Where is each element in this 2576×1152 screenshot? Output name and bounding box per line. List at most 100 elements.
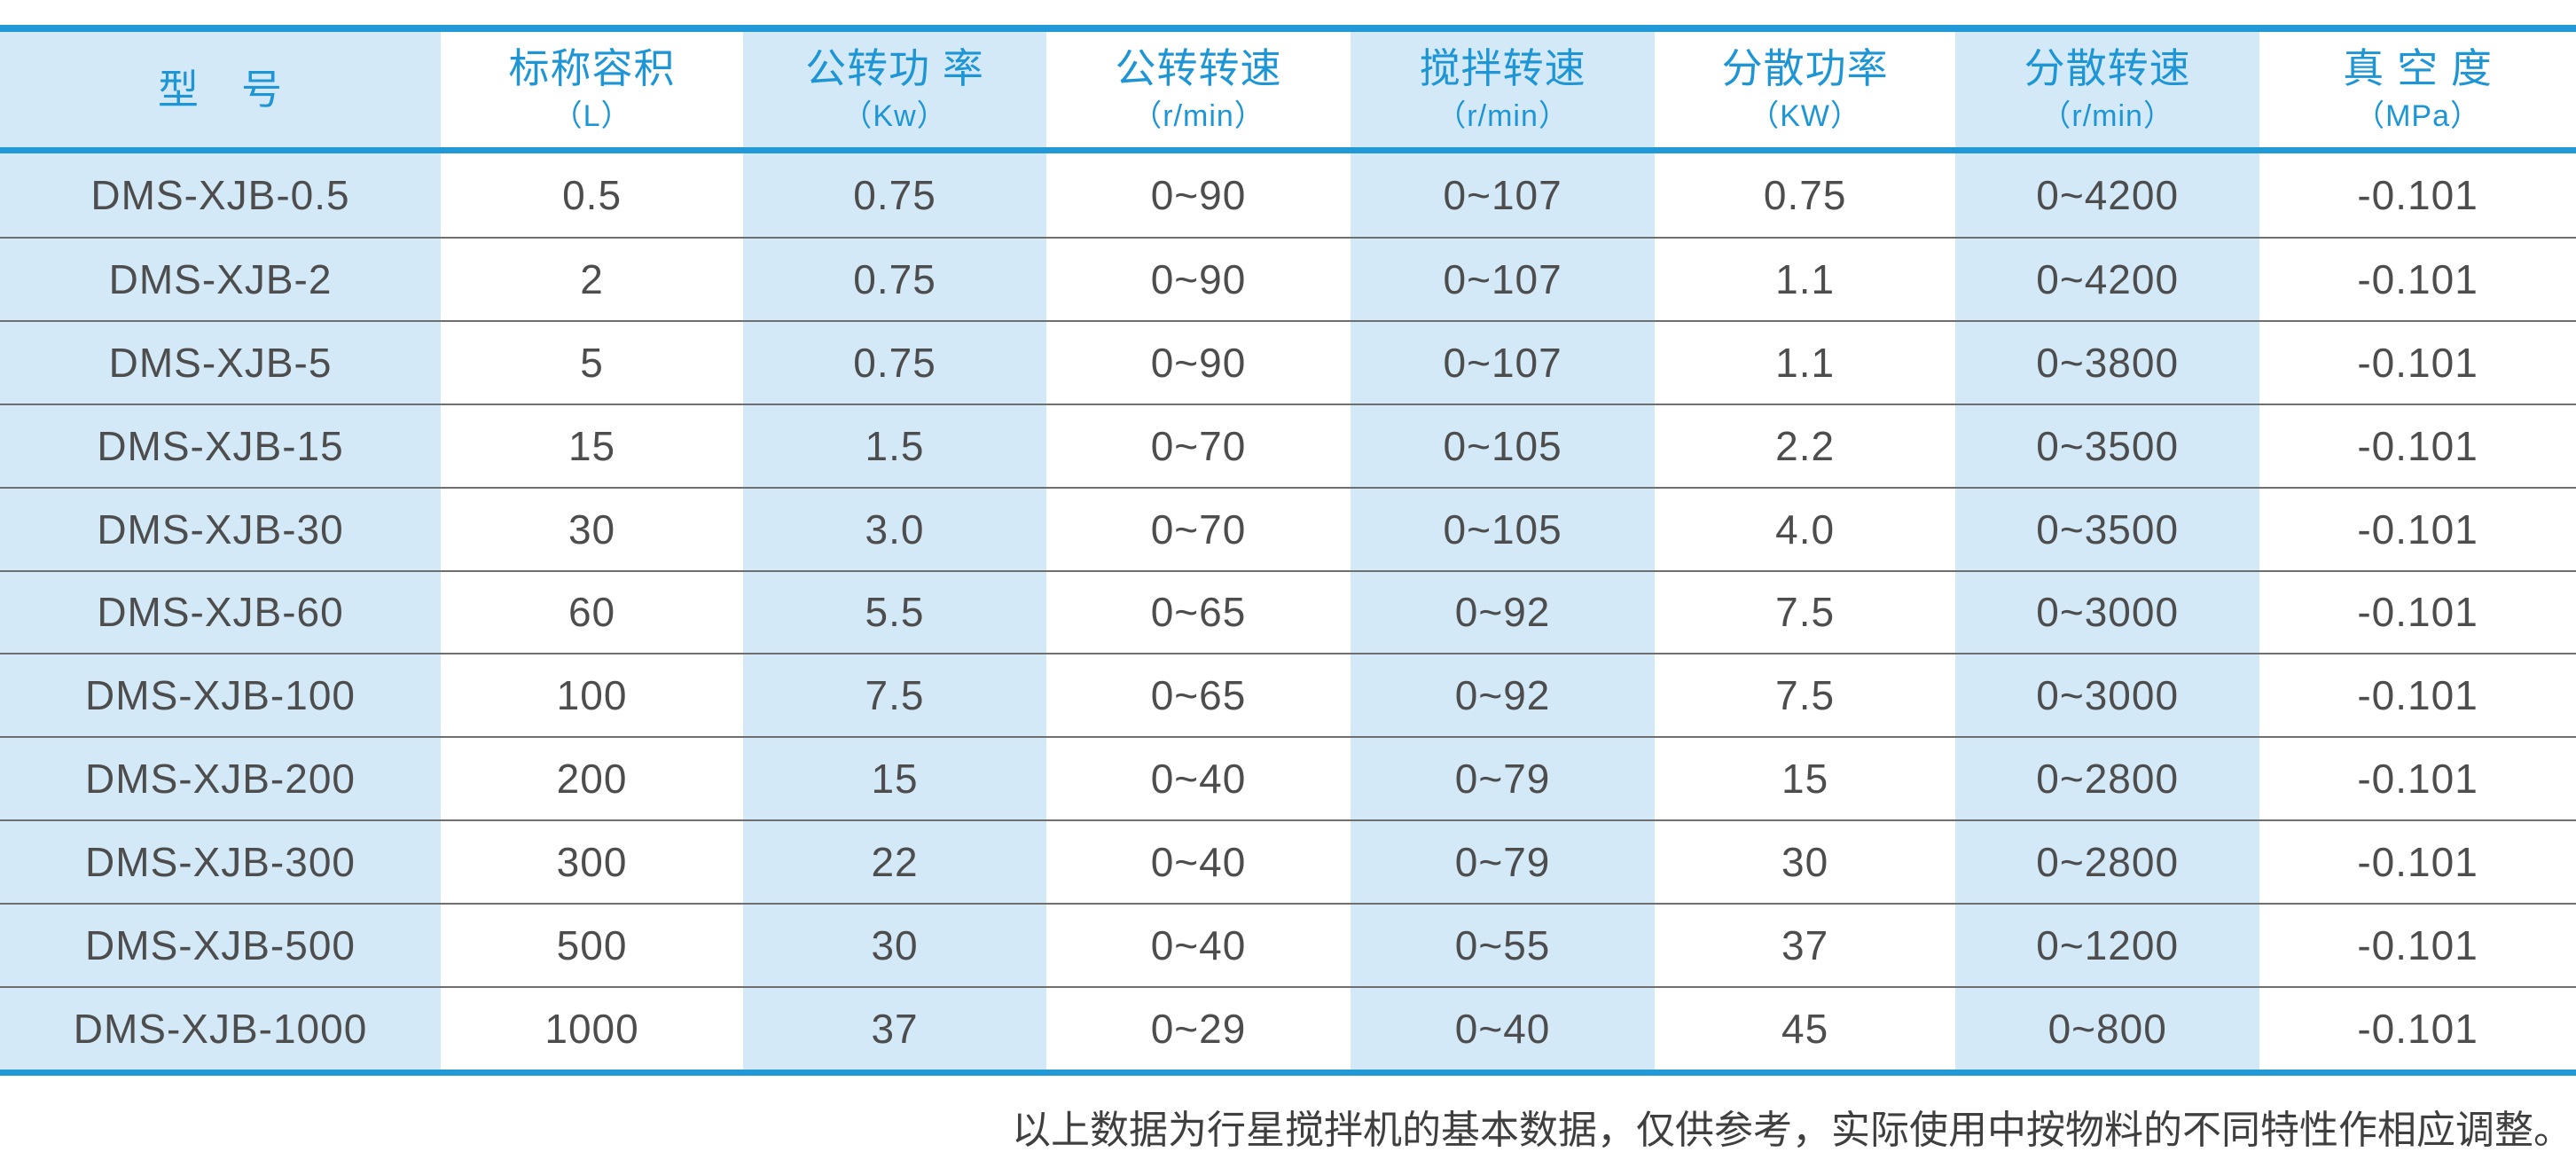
value-cell: 0~3800 [1955,321,2260,404]
value-cell: 0~1200 [1955,905,2260,987]
value-cell: 15 [1781,756,1829,803]
model-cell: DMS-XJB-30 [0,488,442,570]
value-cell: 0~90 [1150,339,1247,386]
value-cell: -0.101 [2357,589,2478,636]
value-cell: 0~800 [1955,988,2260,1070]
value-cell: 0~3000 [1955,571,2260,654]
table-row: DMS-XJB-30 30 3.0 0~70 0~105 4.0 0~3500 -0.101 [0,486,2576,570]
model-cell: DMS-XJB-300 [0,821,442,904]
model-cell: DMS-XJB-200 [0,738,442,820]
value-cell: 3.0 [743,488,1046,570]
value-cell: 2 [580,255,604,302]
header-cell-0: 型 号 [0,32,442,147]
value-cell: 30 [568,505,616,552]
value-cell: 7.5 [1775,589,1836,636]
value-cell: 0~4200 [1955,153,2260,237]
value-cell: 0~65 [1150,672,1247,719]
model-cell: DMS-XJB-1000 [0,988,442,1070]
value-cell: 0~55 [1351,905,1656,987]
value-cell: 0~90 [1150,255,1247,302]
table-header-row: 型 号 标称容积 （L） 公转功 率 （Kw） 公转转速 （r/min） 搅拌转速 （r/min… [0,32,2576,147]
value-cell: -0.101 [2357,1006,2478,1053]
value-cell: 15 [568,422,616,469]
value-cell: 0~40 [1150,756,1247,803]
value-cell: 0~92 [1351,654,1656,737]
value-cell: 0.75 [743,153,1046,237]
value-cell: 0~40 [1150,922,1247,969]
model-cell: DMS-XJB-60 [0,571,442,654]
value-cell: 0~105 [1351,488,1656,570]
value-cell: 100 [556,672,628,719]
value-cell: -0.101 [2357,922,2478,969]
value-cell: 7.5 [743,654,1046,737]
table-row: DMS-XJB-200 200 15 0~40 0~79 15 0~2800 -0.101 [0,736,2576,820]
value-cell: 60 [568,589,616,636]
header-label: 搅拌转速 [1419,45,1586,91]
model-cell: DMS-XJB-100 [0,654,442,737]
table-top-border [0,25,2576,32]
value-cell: 0.75 [743,321,1046,404]
header-label: 型 号 [158,66,284,113]
header-label: 分散转速 [2024,45,2191,91]
header-cell-3: 公转转速 （r/min） [1046,32,1351,147]
value-cell: 0.75 [1763,171,1847,218]
header-cell-5: 分散功率 （KW） [1655,32,1955,147]
value-cell: 0~107 [1351,321,1656,404]
value-cell: 300 [556,839,628,886]
value-cell: 0~3500 [1955,404,2260,487]
model-cell: DMS-XJB-2 [0,238,442,320]
header-cell-1: 标称容积 （L） [441,32,743,147]
value-cell: -0.101 [2357,422,2478,469]
value-cell: 1.1 [1775,255,1836,302]
header-label: 分散功率 [1721,45,1889,91]
table-row: DMS-XJB-500 500 30 0~40 0~55 37 0~1200 -0.101 [0,903,2576,987]
value-cell: 37 [743,988,1046,1070]
value-cell: 0~90 [1150,171,1247,218]
value-cell: 1000 [544,1006,639,1053]
value-cell: -0.101 [2357,839,2478,886]
model-cell: DMS-XJB-5 [0,321,442,404]
header-unit: （r/min） [2040,98,2174,133]
value-cell: 45 [1781,1006,1829,1053]
value-cell: 0~40 [1150,839,1247,886]
value-cell: -0.101 [2357,255,2478,302]
value-cell: 0~107 [1351,153,1656,237]
header-cell-2: 公转功 率 （Kw） [743,32,1046,147]
value-cell: 0~3500 [1955,488,2260,570]
value-cell: 5 [580,339,604,386]
header-label: 真 空 度 [2343,45,2493,91]
value-cell: -0.101 [2357,756,2478,803]
value-cell: 0~105 [1351,404,1656,487]
value-cell: 0~79 [1351,738,1656,820]
table-row: DMS-XJB-0.5 0.5 0.75 0~90 0~107 0.75 0~4200 -0.… [0,153,2576,237]
value-cell: 0.75 [743,238,1046,320]
table-bottom-border [0,1070,2576,1076]
table-row: DMS-XJB-60 60 5.5 0~65 0~92 7.5 0~3000 -0.101 [0,569,2576,654]
value-cell: -0.101 [2357,672,2478,719]
value-cell: 0~79 [1351,821,1656,904]
value-cell: 200 [556,756,628,803]
value-cell: 0~92 [1351,571,1656,654]
value-cell: 1.1 [1775,339,1836,386]
table-row: DMS-XJB-5 5 0.75 0~90 0~107 1.1 0~3800 -0.101 [0,319,2576,404]
value-cell: 0~70 [1150,505,1247,552]
value-cell: 0~4200 [1955,238,2260,320]
value-cell: 0~2800 [1955,738,2260,820]
model-cell: DMS-XJB-15 [0,404,442,487]
header-label: 公转功 率 [805,45,984,91]
value-cell: 37 [1781,922,1829,969]
value-cell: -0.101 [2357,171,2478,218]
value-cell: 0~2800 [1955,821,2260,904]
table-row: DMS-XJB-100 100 7.5 0~65 0~92 7.5 0~3000 -0.101 [0,653,2576,737]
value-cell: 4.0 [1775,505,1836,552]
table-body: DMS-XJB-0.5 0.5 0.75 0~90 0~107 0.75 0~4200 -0.… [0,153,2576,1070]
footnote: 以上数据为行星搅拌机的基本数据，仅供参考，实际使用中按物料的不同特性作相应调整。 [1012,1108,2572,1152]
value-cell: -0.101 [2357,339,2478,386]
value-cell: 22 [743,821,1046,904]
value-cell: 30 [743,905,1046,987]
value-cell: 0~40 [1351,988,1656,1070]
header-cell-4: 搅拌转速 （r/min） [1351,32,1656,147]
header-unit: （KW） [1749,98,1862,133]
value-cell: 0.5 [562,171,622,218]
